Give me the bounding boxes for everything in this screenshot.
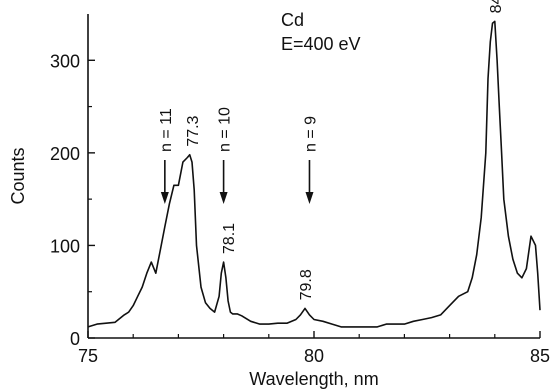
transition-label: n = 9 — [302, 116, 319, 152]
peak-label: 78.1 — [221, 223, 238, 254]
x-tick-label: 85 — [530, 346, 550, 366]
arrow-head — [219, 192, 228, 204]
x-axis-label: Wavelength, nm — [249, 369, 378, 389]
labels: Wavelength, nm Counts Cd E=400 eV 77.3 78.1 79… — [8, 0, 505, 389]
x-tick-label: 75 — [78, 346, 98, 366]
peak-label: 77.3 — [185, 115, 202, 146]
peak-label: 84.0 — [488, 0, 505, 13]
y-tick-label: 200 — [50, 144, 80, 164]
ticks: 0 100 200 300 75 80 85 — [50, 51, 550, 366]
spectrum-line — [87, 20, 541, 328]
arrow-head — [305, 192, 314, 204]
y-axis-label: Counts — [8, 147, 28, 204]
transition-label: n = 11 — [158, 108, 175, 152]
y-tick-label: 0 — [70, 329, 80, 349]
arrow-head — [160, 192, 169, 204]
legend-text: Cd — [281, 10, 304, 30]
y-tick-label: 300 — [50, 51, 80, 71]
y-tick-label: 100 — [50, 236, 80, 256]
legend-text: E=400 eV — [281, 34, 361, 54]
series — [87, 20, 541, 328]
transition-label: n = 10 — [217, 107, 234, 152]
peak-label: 79.8 — [298, 269, 315, 300]
x-tick-label: 80 — [304, 346, 324, 366]
